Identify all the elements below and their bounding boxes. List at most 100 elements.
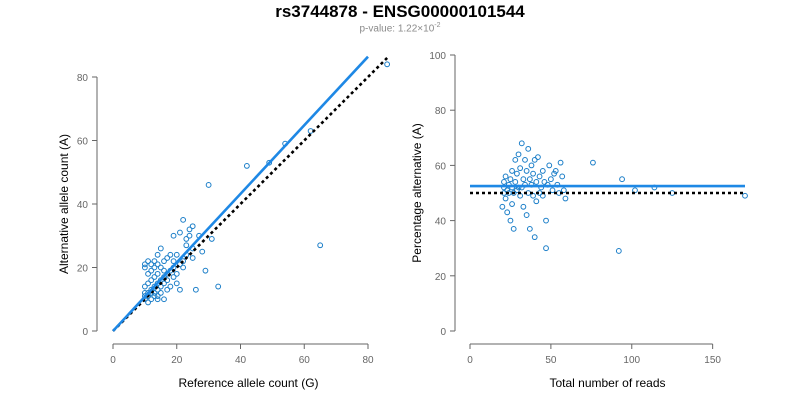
left-data-point: [173, 280, 180, 287]
right-data-point: [530, 170, 536, 177]
right-data-point: [541, 179, 548, 185]
left-data-point: [208, 236, 215, 242]
right-data-point: [530, 192, 536, 199]
left-data-point: [266, 159, 273, 166]
left-scatter-panel: 0 20 40 60 80 0 20 40 60 80 Reference allele count…: [57, 55, 391, 390]
left-data-point: [199, 248, 206, 255]
left-x-tick-label: 40: [235, 355, 247, 366]
right-data-point: [520, 203, 527, 210]
left-data-point: [141, 261, 148, 268]
left-data-point: [180, 216, 187, 223]
left-data-point: [151, 293, 158, 299]
left-data-point: [317, 242, 324, 249]
right-data-point: [501, 179, 507, 185]
right-data-point: [552, 168, 559, 174]
left-data-point: [170, 258, 177, 265]
left-data-point: [173, 270, 180, 277]
right-data-point: [742, 192, 748, 199]
left-data-point: [148, 267, 155, 274]
left-data-point: [161, 258, 167, 265]
right-data-point: [531, 234, 538, 241]
left-data-point: [173, 251, 180, 258]
left-data-point: [145, 270, 151, 277]
left-y-tick-label: 40: [77, 200, 89, 211]
right-data-point: [533, 198, 540, 205]
left-y-tick-label: 60: [77, 137, 89, 148]
right-data-point: [559, 173, 566, 180]
left-x-tick-label: 60: [299, 355, 311, 366]
right-data-point: [557, 159, 564, 166]
right-data-point: [590, 159, 596, 166]
left-data-point: [141, 283, 148, 290]
left-data-point: [180, 264, 187, 271]
right-data-point: [526, 225, 533, 232]
left-y-axis-label: Alternative allele count (A): [57, 134, 71, 274]
right-data-point: [509, 201, 515, 207]
left-data-point: [164, 286, 171, 293]
right-y-tick-label: 80: [435, 106, 447, 117]
left-data-point: [177, 229, 183, 236]
right-data-point: [528, 162, 535, 169]
left-data-point: [145, 258, 151, 265]
left-data-point: [183, 242, 190, 249]
left-data-point: [177, 261, 183, 268]
right-data-point: [562, 195, 569, 202]
right-data-point: [512, 156, 519, 163]
right-data-point: [543, 217, 549, 224]
left-data-point: [186, 226, 193, 233]
left-data-point: [186, 232, 193, 239]
right-data-point: [520, 176, 527, 183]
right-data-point: [517, 165, 524, 172]
left-data-point: [154, 261, 161, 268]
left-data-point: [148, 261, 155, 268]
left-data-point: [180, 258, 187, 265]
right-data-point: [523, 168, 530, 174]
left-x-axis-label: Reference allele count (G): [178, 376, 318, 390]
left-data-point: [205, 182, 212, 188]
p-value-subtitle: p-value: 1.22×10-2: [0, 22, 800, 34]
right-data-point: [507, 217, 514, 224]
left-data-point: [215, 283, 222, 290]
right-data-point: [499, 203, 506, 210]
right-data-point: [549, 187, 556, 194]
right-x-tick-label: 150: [704, 355, 721, 366]
left-data-point: [177, 286, 183, 293]
left-data-point: [154, 270, 161, 277]
left-data-point: [157, 290, 164, 296]
left-data-point: [170, 232, 177, 239]
right-data-point: [509, 168, 515, 174]
right-y-axis-label: Percentage alternative (A): [410, 123, 424, 262]
left-data-point: [243, 163, 250, 169]
right-y-tick-label: 100: [429, 51, 446, 62]
right-data-point: [522, 156, 528, 163]
right-data-point: [512, 179, 519, 185]
right-y-tick-label: 40: [435, 217, 447, 228]
right-data-point: [536, 173, 543, 180]
right-y-tick-label: 0: [440, 327, 446, 338]
right-y-tick-label: 20: [435, 272, 447, 283]
left-data-point: [202, 267, 209, 274]
right-data-point: [615, 248, 622, 254]
left-data-point: [189, 223, 196, 230]
right-data-point: [525, 145, 532, 152]
left-data-point: [148, 296, 155, 303]
left-fit-line: [112, 55, 369, 332]
left-x-tick-label: 20: [171, 355, 183, 366]
right-x-tick-label: 50: [545, 355, 557, 366]
p-value-exponent: -2: [434, 22, 441, 29]
chart-title: rs3744878 - ENSG00000101544: [275, 2, 525, 21]
left-data-point: [151, 258, 158, 265]
left-data-point: [151, 274, 158, 280]
left-data-point: [148, 277, 155, 284]
left-data-point: [145, 299, 151, 306]
left-data-point: [154, 296, 161, 303]
right-x-tick-label: 0: [467, 355, 473, 366]
left-x-tick-label: 80: [362, 355, 374, 366]
left-data-point: [183, 236, 190, 242]
left-y-tick-label: 20: [77, 264, 89, 275]
right-scatter-panel: 0 50 100 150 0 20 40 60 80 100 Total number of rea…: [410, 51, 748, 390]
left-data-point: [161, 296, 167, 303]
right-data-point: [560, 187, 567, 194]
left-data-point: [151, 264, 158, 271]
